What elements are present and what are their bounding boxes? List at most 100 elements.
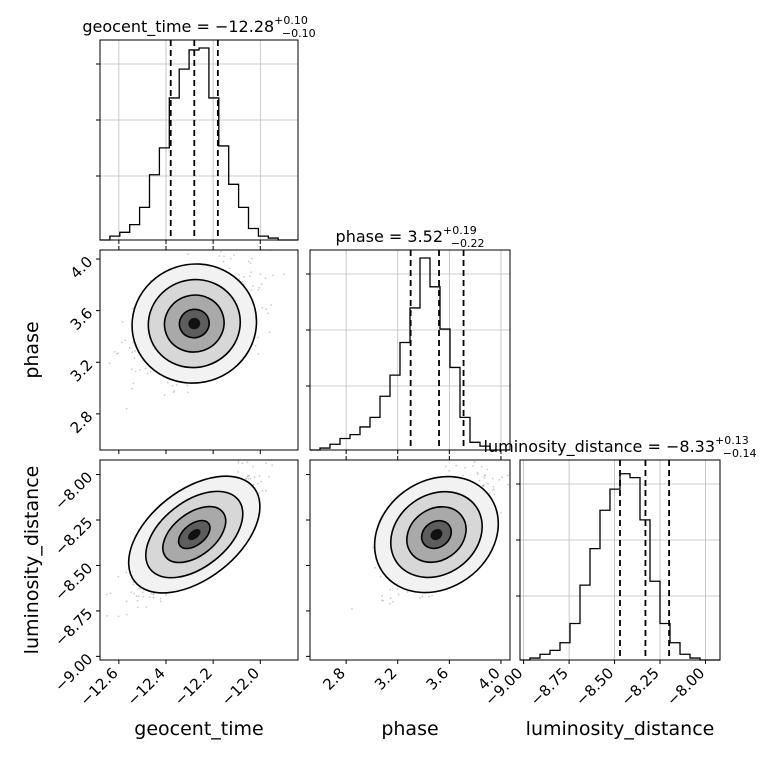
panel-frame bbox=[99, 39, 299, 241]
title-lower-error: −0.14 bbox=[723, 447, 757, 460]
sample-point bbox=[186, 391, 189, 394]
sample-point bbox=[483, 477, 486, 479]
sample-point bbox=[152, 592, 155, 595]
sample-point bbox=[228, 267, 231, 270]
sample-point bbox=[261, 306, 264, 309]
title-geocent_time: geocent_time = −12.28+0.10 −0.10 bbox=[82, 14, 315, 40]
marginal-panel-geocent_time bbox=[96, 39, 299, 244]
y-tick-label: −8.75 bbox=[51, 605, 96, 650]
sample-point bbox=[248, 275, 251, 278]
sample-point bbox=[254, 344, 257, 347]
x-tick-label: 3.2 bbox=[371, 664, 401, 694]
sample-point bbox=[259, 273, 262, 276]
sample-point bbox=[108, 362, 111, 365]
sample-point bbox=[268, 475, 271, 478]
sample-point bbox=[252, 483, 255, 486]
sample-point bbox=[171, 384, 174, 387]
sample-point bbox=[172, 391, 175, 394]
y-tick-label: 2.8 bbox=[67, 408, 97, 438]
sample-point bbox=[250, 271, 253, 274]
panel-title: geocent_time = −12.28+0.10 −0.10 bbox=[82, 14, 315, 40]
sample-point bbox=[117, 615, 120, 618]
sample-point bbox=[480, 465, 483, 468]
sample-point bbox=[492, 488, 495, 491]
sample-point bbox=[130, 368, 133, 371]
sample-point bbox=[128, 346, 131, 349]
sample-point bbox=[132, 341, 134, 344]
panel-frame bbox=[309, 459, 511, 661]
sample-point bbox=[109, 592, 112, 595]
sample-point bbox=[248, 474, 251, 477]
density-level bbox=[188, 317, 201, 330]
y-tick-label: 3.2 bbox=[67, 356, 97, 386]
contour-line bbox=[131, 263, 258, 384]
contour-line bbox=[389, 490, 483, 579]
sample-point bbox=[133, 357, 136, 360]
sample-point bbox=[350, 607, 353, 610]
x-tick-label: 3.6 bbox=[423, 664, 453, 694]
sample-point bbox=[117, 352, 119, 355]
x-tick-label: −8.50 bbox=[572, 664, 617, 709]
sample-point bbox=[382, 599, 385, 602]
sample-point bbox=[514, 476, 516, 478]
sample-point bbox=[392, 600, 394, 603]
sample-point bbox=[464, 466, 467, 469]
sample-point bbox=[134, 349, 136, 352]
sample-point bbox=[241, 280, 244, 283]
sample-point bbox=[406, 591, 409, 593]
title-main: geocent_time = −12.28 bbox=[82, 17, 274, 37]
sample-point bbox=[268, 331, 271, 334]
title-luminosity_distance: luminosity_distance = −8.33+0.13 −0.14 bbox=[484, 434, 757, 460]
sample-point bbox=[492, 485, 495, 488]
sample-point bbox=[125, 571, 128, 574]
sample-point bbox=[500, 512, 502, 514]
joint-panel-geocent_time-phase: 2.83.23.64.0 bbox=[67, 249, 299, 454]
sample-point bbox=[483, 475, 486, 477]
sample-point bbox=[125, 600, 128, 603]
sample-point bbox=[245, 477, 247, 480]
sample-point bbox=[478, 479, 481, 482]
sample-point bbox=[136, 599, 139, 602]
sample-point bbox=[388, 602, 391, 605]
sample-point bbox=[106, 614, 109, 617]
joint-panel-geocent_time-luminosity_distance: −12.6 −12.4 −12.2 −12.0−9.00−8.75−8.50−8.25… bbox=[51, 457, 299, 709]
sample-point bbox=[476, 473, 479, 476]
sample-point bbox=[233, 254, 235, 257]
sample-point bbox=[137, 606, 139, 609]
sample-point bbox=[250, 257, 253, 260]
sample-point bbox=[481, 484, 484, 487]
joint-content bbox=[106, 457, 284, 618]
sample-point bbox=[149, 596, 151, 598]
title-main: luminosity_distance = −8.33 bbox=[484, 437, 715, 457]
sample-point bbox=[282, 457, 284, 459]
title-phase: phase = 3.52+0.19 −0.22 bbox=[336, 224, 485, 250]
sample-point bbox=[222, 260, 225, 263]
sample-point bbox=[249, 262, 252, 264]
sample-point bbox=[159, 600, 162, 603]
sample-point bbox=[125, 613, 128, 616]
sample-point bbox=[482, 485, 485, 487]
sample-point bbox=[381, 595, 383, 597]
y-tick-label: −8.00 bbox=[51, 468, 96, 513]
sample-point bbox=[389, 597, 392, 600]
title-lower-error: −0.22 bbox=[451, 237, 485, 250]
sample-point bbox=[238, 273, 240, 276]
x-tick-label: −12.4 bbox=[124, 664, 169, 709]
joint-panel-phase-luminosity_distance: 2.8 3.2 3.6 4.0 bbox=[306, 459, 516, 694]
sample-point bbox=[133, 592, 135, 595]
sample-point bbox=[139, 588, 142, 590]
joint-content bbox=[108, 250, 285, 410]
sample-point bbox=[283, 273, 285, 275]
marginal-panel-phase bbox=[306, 249, 511, 454]
sample-point bbox=[134, 370, 137, 373]
contour-line bbox=[127, 475, 261, 594]
sample-point bbox=[132, 583, 135, 586]
sample-point bbox=[421, 595, 424, 598]
x-axis-label-phase: phase bbox=[381, 718, 438, 740]
sample-point bbox=[131, 307, 134, 310]
sample-point bbox=[472, 465, 474, 467]
histogram-step bbox=[100, 47, 298, 241]
x-axis-label-luminosity_distance: luminosity_distance bbox=[526, 718, 715, 740]
sample-point bbox=[237, 471, 239, 473]
sample-point bbox=[272, 274, 274, 277]
